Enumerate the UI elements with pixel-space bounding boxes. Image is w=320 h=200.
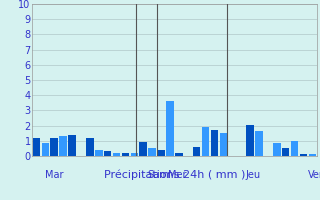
Bar [255,131,263,156]
Bar [282,148,289,156]
Bar [220,133,227,156]
Bar [300,154,307,156]
Bar [193,147,200,156]
Bar [175,153,183,156]
Bar [104,151,111,156]
Bar [95,150,102,156]
Text: Sam: Sam [148,170,169,180]
Bar [113,153,120,156]
Bar [148,148,156,156]
Bar [33,138,40,156]
Bar [157,150,165,156]
X-axis label: Précipitations 24h ( mm ): Précipitations 24h ( mm ) [104,170,245,180]
Bar [246,125,254,156]
Bar [273,143,281,156]
Bar [291,141,298,156]
Bar [51,138,58,156]
Bar [122,153,129,156]
Bar [86,138,94,156]
Bar [202,127,209,156]
Text: Ven: Ven [308,170,320,180]
Bar [211,130,218,156]
Bar [42,143,49,156]
Bar [131,153,138,156]
Text: Mer: Mer [168,170,187,180]
Bar [166,101,174,156]
Bar [308,154,316,156]
Bar [60,136,67,156]
Bar [68,135,76,156]
Text: Jeu: Jeu [246,170,261,180]
Bar [140,142,147,156]
Text: Mar: Mar [45,170,64,180]
